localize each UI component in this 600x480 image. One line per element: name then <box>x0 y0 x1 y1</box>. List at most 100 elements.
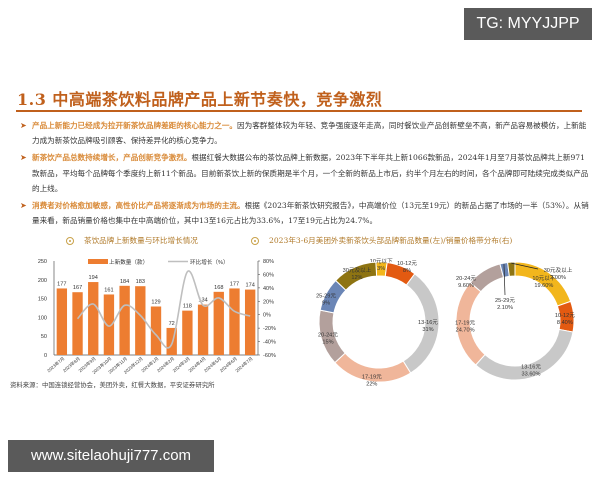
slice-value-label: 8.40% <box>557 320 573 326</box>
slice-category-label: 10-12元 <box>555 312 575 319</box>
bar <box>72 292 83 355</box>
donut-slice <box>334 261 378 291</box>
legend-bar-swatch <box>88 259 108 264</box>
figure-title-right-text: 2023年3-6月美团外卖新茶饮头部品牌新品数量(左)/销量价格带分布(右) <box>269 236 513 245</box>
slice-value-label: 9% <box>322 300 330 306</box>
bar <box>229 288 240 355</box>
bar <box>244 289 256 355</box>
bullet-body: 根据红餐大数据公布的茶饮品牌上新数据，2023年下半年共上新1066款新品，20… <box>32 153 589 193</box>
bar-value-label: 129 <box>151 299 160 305</box>
bar <box>197 304 209 355</box>
bullet-item: ➤ 产品上新能力已经成为拉开新茶饮品牌差距的核心能力之一。因为客群整体较为年轻、… <box>20 118 590 148</box>
bar-value-label: 134 <box>198 298 207 304</box>
slice-value-label: 31% <box>422 327 433 333</box>
bar-value-label: 177 <box>57 281 66 287</box>
bar-value-label: 184 <box>120 279 129 285</box>
bar <box>56 288 68 355</box>
slice-value-label: 2.00% <box>550 275 566 281</box>
slice-category-label: 20-24元 <box>456 275 476 282</box>
bullet-list: ➤ 产品上新能力已经成为拉开新茶饮品牌差距的核心能力之一。因为客群整体较为年轻、… <box>20 118 590 230</box>
slice-value-label: 33.60% <box>522 371 541 377</box>
figure-title-right: 2023年3-6月美团外卖新茶饮头部品牌新品数量(左)/销量价格带分布(右) <box>251 235 512 246</box>
bullet-highlight: 新茶饮产品总数持续增长，产品创新竞争激烈。 <box>32 153 192 163</box>
slice-category-label: 25-29元 <box>316 292 336 299</box>
right-tick-label: -40% <box>263 340 276 346</box>
slice-category-label: 10元以下 <box>370 258 393 265</box>
bullet-body: 根据《2023年新茶饮研究报告》，中高端价位（13元至19元）的新品占据了市场的… <box>32 201 589 226</box>
bar <box>103 294 115 355</box>
bar-value-label: 183 <box>136 279 145 285</box>
left-tick-label: 200 <box>38 278 47 284</box>
title-divider <box>16 110 582 112</box>
slice-category-label: 13-16元 <box>521 363 541 370</box>
bullet-highlight: 产品上新能力已经成为拉开新茶饮品牌差距的核心能力之一。 <box>32 121 238 130</box>
watermark-url: www.sitelaohuji777.com <box>8 440 214 472</box>
bar <box>135 286 146 355</box>
growth-line <box>76 270 251 349</box>
bar <box>213 291 224 355</box>
left-tick-label: 100 <box>38 315 47 321</box>
arrow-bullet-icon: ➤ <box>20 153 27 163</box>
bar <box>182 310 193 355</box>
slice-value-label: 8% <box>403 268 411 274</box>
bar-value-label: 167 <box>73 285 82 291</box>
donut-slice <box>507 261 516 277</box>
bar-value-label: 168 <box>214 285 223 291</box>
bar-value-label: 177 <box>230 281 239 287</box>
slice-category-label: 17-19元 <box>362 374 382 381</box>
arrow-bullet-icon: ➤ <box>20 121 27 130</box>
slice-value-label: 19.60% <box>534 283 553 289</box>
bar-value-label: 72 <box>169 321 175 327</box>
legend-bar-label: 上新数量（款） <box>109 258 148 266</box>
bar <box>166 327 177 355</box>
right-tick-label: 0% <box>263 313 271 319</box>
bullet-body: 因为客群整体较为年轻、竞争强度逐年走高，同时餐饮业产品创新壁垒不高，新产品容易被… <box>32 121 587 146</box>
target-icon <box>251 237 259 245</box>
legend-line-label: 环比增长（%） <box>190 258 229 266</box>
bar-value-label: 174 <box>245 283 254 289</box>
donut-chart-left: 10元以下3%10-12元8%13-16元31%17-19元22%20-24元1… <box>316 258 440 388</box>
bullet-item: ➤ 新茶饮产品总数持续增长，产品创新竞争激烈。根据红餐大数据公布的茶饮品牌上新数… <box>20 150 590 196</box>
bar <box>88 282 99 355</box>
slice-value-label: 3% <box>377 266 385 272</box>
slice-category-label: 30元及以上 <box>544 266 573 274</box>
left-tick-label: 150 <box>38 297 47 303</box>
slice-category-label: 30元及以上 <box>343 266 372 274</box>
right-tick-label: 60% <box>263 272 274 278</box>
right-tick-label: -60% <box>263 353 276 359</box>
slice-value-label: 15% <box>322 339 333 345</box>
slice-value-label: 9.60% <box>458 283 474 289</box>
bar-value-label: 161 <box>104 287 113 293</box>
watermark-tg: TG: MYYJJPP <box>464 8 592 40</box>
target-icon <box>66 237 74 245</box>
slice-category-label: 10元以下 <box>532 275 555 282</box>
leader-line <box>511 262 539 270</box>
section-title: 1.3 中高端茶饮料品牌产品上新节奏快，竞争激烈 <box>17 90 383 109</box>
right-tick-label: 20% <box>263 299 274 305</box>
slice-category-label: 25-29元 <box>495 297 515 304</box>
left-tick-label: 250 <box>38 259 47 265</box>
slice-category-label: 17-19元 <box>455 319 475 326</box>
bullet-item: ➤ 消费者对价格愈加敏感，高性价比产品将逐渐成为市场的主流。根据《2023年新茶… <box>20 198 590 228</box>
bar <box>119 285 130 355</box>
right-tick-label: -20% <box>263 326 276 332</box>
right-tick-label: 80% <box>263 259 274 265</box>
slice-category-label: 10-12元 <box>397 260 417 267</box>
bar-value-label: 194 <box>89 275 98 281</box>
slice-value-label: 12% <box>351 275 362 281</box>
right-tick-label: 40% <box>263 286 274 292</box>
slice-value-label: 24.70% <box>456 327 475 333</box>
slice-value-label: 2.10% <box>497 305 513 311</box>
figure-title-left-text: 茶饮品牌上新数量与环比增长情况 <box>84 236 198 245</box>
slice-category-label: 20-24元 <box>318 331 338 338</box>
left-tick-label: 0 <box>44 353 47 359</box>
slice-value-label: 22% <box>366 382 377 388</box>
bar-line-chart: 0 50 100 150 200 250 -60% -40% -20% 0% 20% 40% 60% 80… <box>38 258 276 376</box>
leader-line <box>503 264 506 296</box>
left-tick-label: 50 <box>41 334 47 340</box>
x-tick-label: 2024年7月 <box>234 355 255 374</box>
bar-value-label: 118 <box>183 304 192 310</box>
slice-category-label: 13-16元 <box>418 319 438 326</box>
